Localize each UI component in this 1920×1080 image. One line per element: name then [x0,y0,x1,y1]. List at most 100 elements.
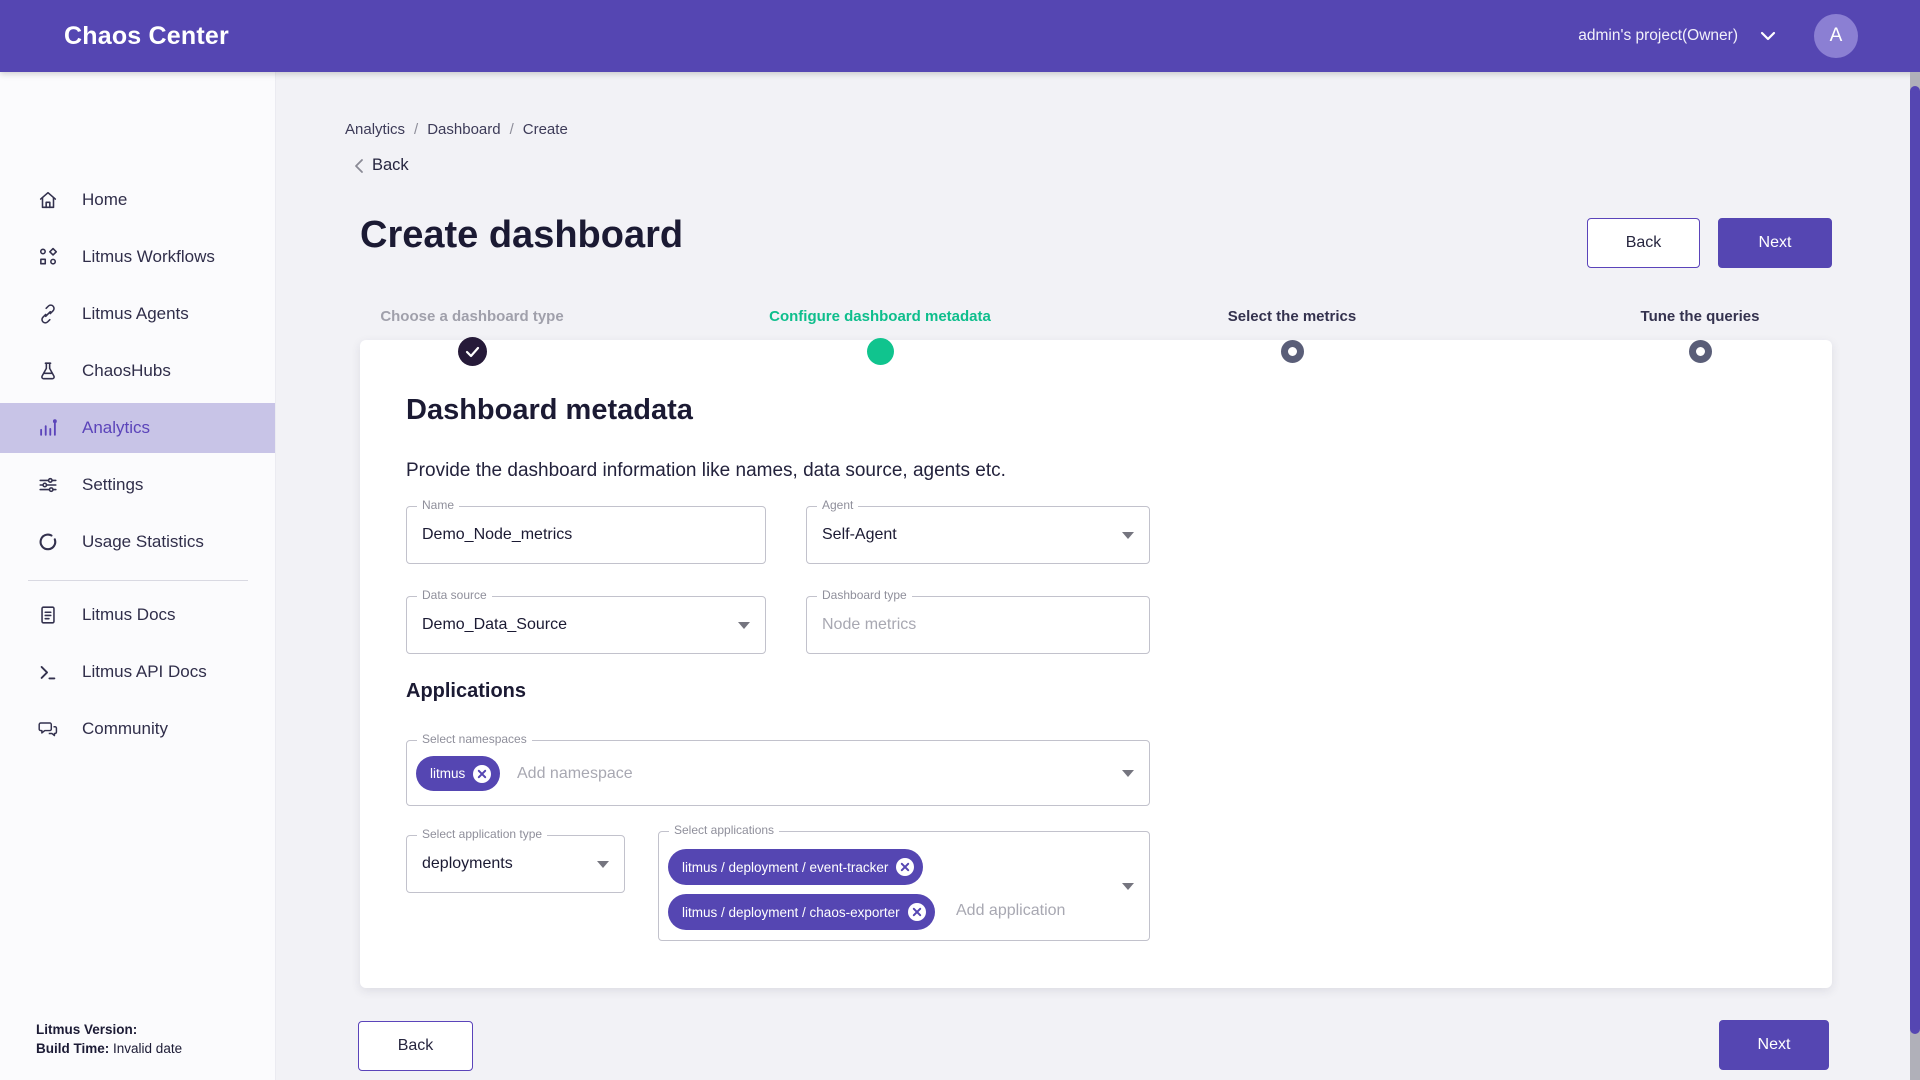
data-source-field-value: Demo_Data_Source [422,616,567,633]
check-icon [465,346,480,358]
applications-placeholder: Add application [956,902,1066,919]
namespaces-select[interactable]: Select namespaces litmus Add namespace [406,732,1150,806]
sidebar-divider [28,580,248,581]
litmus-version-label: Litmus Version: [36,1022,138,1037]
caret-down-icon[interactable] [1122,532,1134,539]
chevron-left-icon [354,158,364,174]
app-title: Chaos Center [64,21,229,50]
sidebar-item-label: Settings [82,475,144,494]
card-subheading: Provide the dashboard information like n… [406,460,1006,481]
application-chip-event-tracker[interactable]: litmus / deployment / event-tracker [668,849,924,885]
sidebar: Home Litmus Workflows Litmus Agents Chao… [0,72,276,1080]
chip-delete-icon[interactable] [907,902,927,922]
sidebar-item-label: Home [82,190,128,209]
page-title: Create dashboard [360,214,684,256]
step-label-choose-type: Choose a dashboard type [380,308,564,325]
application-type-select[interactable]: Select application type deployments [406,827,625,893]
sidebar-item-litmus-agents[interactable]: Litmus Agents [0,289,275,339]
breadcrumb-separator: / [414,121,419,138]
main-content: Analytics / Dashboard / Create Back Crea… [276,72,1920,1080]
next-button-bottom[interactable]: Next [1719,1020,1829,1070]
step-dot-select-metrics[interactable] [1281,340,1304,363]
chevron-down-icon[interactable] [1760,31,1776,41]
dashboard-type-placeholder: Node metrics [822,616,917,633]
sidebar-item-label: Usage Statistics [82,532,204,551]
sidebar-item-litmus-api-docs[interactable]: Litmus API Docs [0,647,275,697]
sidebar-item-litmus-docs[interactable]: Litmus Docs [0,590,275,640]
caret-down-icon[interactable] [738,622,750,629]
bar-chart-icon [37,417,59,439]
back-button-top[interactable]: Back [1587,218,1700,268]
name-field-label: Name [417,498,460,512]
breadcrumb-analytics[interactable]: Analytics [345,121,406,138]
step-label-configure-metadata: Configure dashboard metadata [769,308,991,325]
back-link-label: Back [372,156,409,174]
sidebar-item-label: Litmus Docs [82,605,176,624]
back-link[interactable]: Back [354,156,409,175]
scrollbar-track[interactable] [1910,72,1920,1080]
namespaces-placeholder: Add namespace [517,765,633,782]
next-button-top[interactable]: Next [1718,218,1832,268]
breadcrumb-create[interactable]: Create [522,121,568,138]
chip-delete-icon[interactable] [895,857,915,877]
breadcrumb: Analytics / Dashboard / Create [345,121,568,138]
flask-icon [37,360,59,382]
namespaces-field-label: Select namespaces [417,732,532,746]
project-selector-label[interactable]: admin's project(Owner) [1578,27,1738,44]
namespace-chip-litmus[interactable]: litmus [416,756,501,791]
chip-label: litmus [430,766,466,781]
sidebar-item-usage-statistics[interactable]: Usage Statistics [0,517,275,567]
name-field-value: Demo_Node_metrics [422,526,573,543]
sidebar-item-analytics[interactable]: Analytics [0,403,275,453]
avatar[interactable]: A [1814,14,1858,58]
application-type-value: deployments [422,855,513,872]
dashboard-type-field[interactable]: Dashboard type Node metrics [806,588,1150,654]
version-info: Litmus Version: Build Time: Invalid date [36,1020,182,1058]
sidebar-item-label: Analytics [82,418,151,437]
caret-down-icon[interactable] [597,861,609,868]
dashboard-type-field-label: Dashboard type [817,588,912,602]
application-chip-chaos-exporter[interactable]: litmus / deployment / chaos-exporter [668,894,935,930]
breadcrumb-separator: / [509,121,514,138]
scrollbar-thumb[interactable] [1910,86,1920,1034]
document-icon [37,604,59,626]
chat-bubbles-icon [37,718,59,740]
sidebar-item-home[interactable]: Home [0,175,275,225]
card-heading: Dashboard metadata [406,394,693,426]
sliders-icon [37,474,59,496]
sidebar-item-label: Litmus Agents [82,304,189,323]
build-time-value: Invalid date [113,1041,183,1056]
terminal-icon [37,661,59,683]
workflows-icon [37,246,59,268]
caret-down-icon[interactable] [1122,770,1134,777]
step-dot-tune-queries[interactable] [1689,340,1712,363]
sidebar-item-label: ChaosHubs [82,361,171,380]
back-button-bottom[interactable]: Back [358,1021,473,1071]
sidebar-item-settings[interactable]: Settings [0,460,275,510]
chip-label: litmus / deployment / event-tracker [682,859,889,875]
agent-select[interactable]: Agent Self-Agent [806,498,1150,564]
agents-link-icon [37,303,59,325]
applications-heading: Applications [406,680,527,702]
data-source-field-label: Data source [417,588,492,602]
agent-field-value: Self-Agent [822,526,897,543]
applications-select[interactable]: Select applications litmus / deployment … [658,823,1150,941]
name-field[interactable]: Name Demo_Node_metrics [406,498,766,564]
application-type-field-label: Select application type [417,827,548,841]
sidebar-item-label: Litmus Workflows [82,247,215,266]
header-right: admin's project(Owner) A [1578,14,1858,58]
sidebar-item-litmus-workflows[interactable]: Litmus Workflows [0,232,275,282]
chip-delete-icon[interactable] [472,764,492,784]
agent-field-label: Agent [817,498,859,512]
sidebar-item-chaoshubs[interactable]: ChaosHubs [0,346,275,396]
data-source-select[interactable]: Data source Demo_Data_Source [406,588,766,654]
sidebar-item-community[interactable]: Community [0,704,275,754]
caret-down-icon[interactable] [1122,883,1134,890]
home-icon [37,189,59,211]
step-dot-current[interactable] [867,338,894,365]
breadcrumb-dashboard[interactable]: Dashboard [427,121,501,138]
dashboard-metadata-card: Dashboard metadata Provide the dashboard… [360,340,1832,988]
step-dot-completed[interactable] [458,337,487,366]
build-time-label: Build Time: [36,1041,110,1056]
